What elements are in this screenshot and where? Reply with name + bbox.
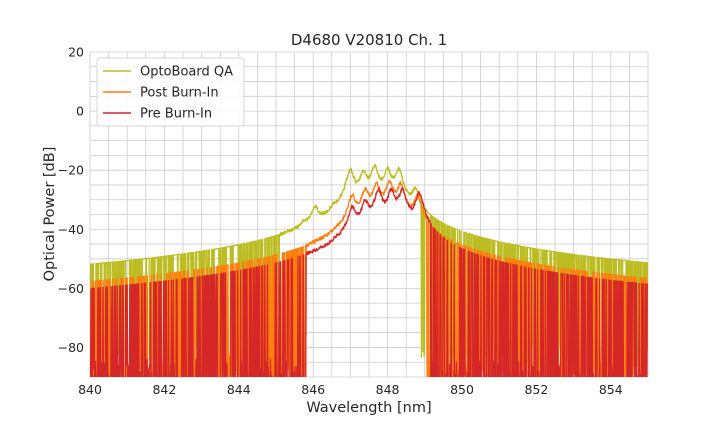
series-line-pre-burn-in — [90, 187, 648, 377]
x-axis-label: Wavelength [nm] — [306, 400, 431, 416]
x-tick-label: 844 — [227, 382, 251, 397]
y-tick-label: −60 — [58, 281, 84, 296]
legend-label: OptoBoard QA — [140, 65, 233, 80]
y-tick-labels: 20 0 −20 −40 −60 −80 — [58, 45, 84, 355]
series-line-optoboard-qa — [90, 163, 648, 369]
x-tick-label: 842 — [152, 382, 176, 397]
x-tick-label: 840 — [78, 382, 102, 397]
y-tick-label: 0 — [76, 104, 84, 119]
legend: OptoBoard QA Post Burn-In Pre Burn-In — [96, 57, 245, 127]
y-axis-label: Optical Power [dB] — [42, 147, 58, 282]
legend-label: Post Burn-In — [140, 86, 219, 101]
x-tick-label: 850 — [450, 382, 474, 397]
legend-label: Pre Burn-In — [140, 107, 212, 122]
y-tick-label: −40 — [58, 222, 84, 237]
y-tick-label: −20 — [58, 163, 84, 178]
x-tick-label: 846 — [301, 382, 325, 397]
y-tick-label: 20 — [68, 45, 84, 60]
chart-title: D4680 V20810 Ch. 1 — [291, 31, 447, 49]
x-tick-label: 852 — [524, 382, 548, 397]
x-tick-label: 848 — [376, 382, 400, 397]
x-tick-labels: 840 842 844 846 848 850 852 854 — [78, 382, 623, 397]
x-tick-label: 854 — [599, 382, 623, 397]
legend-box — [96, 57, 245, 127]
series-line-post-burn-in — [90, 180, 648, 377]
series-layer — [90, 163, 648, 377]
y-tick-label: −80 — [58, 340, 84, 355]
